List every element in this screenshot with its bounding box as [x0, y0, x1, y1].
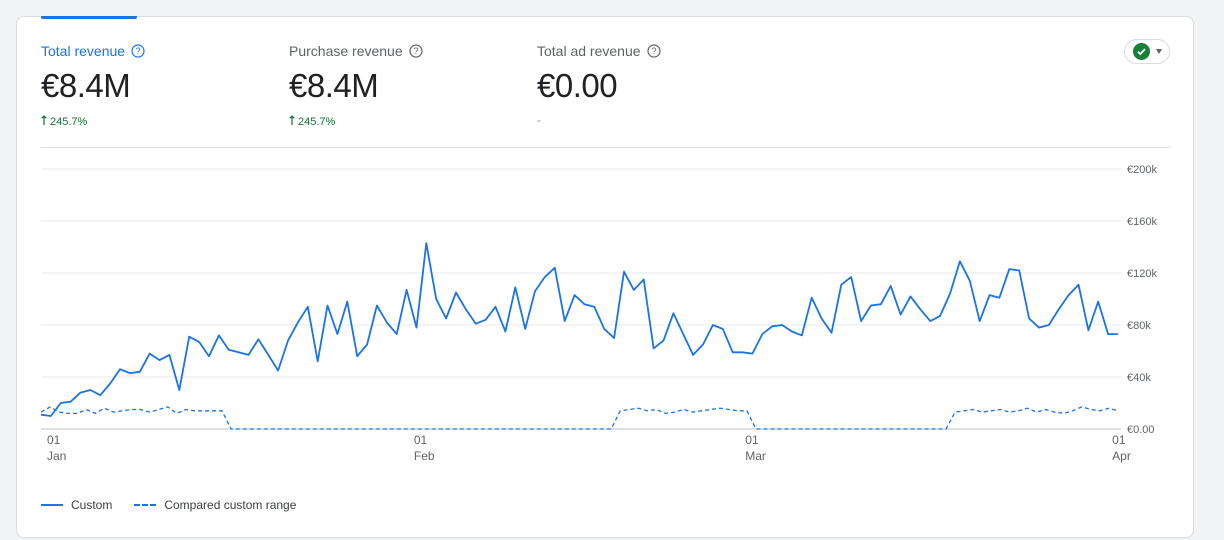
divider [41, 147, 1171, 148]
active-metric-indicator [41, 16, 137, 19]
metric-total-ad-revenue[interactable]: Total ad revenue ? €0.00 - [537, 43, 661, 127]
x-tick-day: 01 [745, 433, 759, 447]
y-tick-label: €120k [1127, 268, 1157, 280]
metric-total-revenue[interactable]: Total revenue ? €8.4M 245.7% [41, 43, 145, 128]
metric-label: Total revenue [41, 43, 126, 59]
svg-text:?: ? [136, 46, 141, 56]
series-line-compared [40, 406, 1119, 430]
legend-swatch-solid [41, 504, 63, 506]
help-icon[interactable]: ? [409, 44, 423, 58]
svg-text:?: ? [413, 46, 418, 56]
x-tick-day: 01 [1112, 433, 1126, 447]
metric-value: €8.4M [289, 67, 379, 104]
y-tick-label: €80k [1127, 320, 1151, 332]
legend-label: Compared custom range [164, 498, 297, 512]
metric-value: €0.00 [537, 67, 618, 104]
series-line-custom [40, 242, 1118, 417]
metric-change: 245.7% [50, 115, 88, 128]
metric-change: 245.7% [298, 115, 336, 128]
x-tick-month: Jan [47, 449, 66, 463]
x-tick-day: 01 [414, 433, 428, 447]
arrow-up-icon [289, 115, 295, 128]
check-circle-icon [1132, 43, 1150, 60]
help-icon[interactable]: ? [646, 44, 661, 58]
legend-swatch-dashed [134, 504, 157, 506]
y-tick-label: €200k [1127, 164, 1157, 176]
caret-down-icon [1155, 49, 1162, 54]
arrow-up-icon [41, 115, 47, 128]
metric-label: Total ad revenue [537, 43, 641, 59]
y-tick-label: €40k [1127, 372, 1151, 384]
metric-purchase-revenue[interactable]: Purchase revenue ? €8.4M 245.7% [289, 43, 423, 128]
x-tick-month: Apr [1112, 449, 1131, 463]
x-tick-month: Feb [414, 449, 435, 463]
legend-label: Custom [71, 498, 113, 512]
y-tick-label: €160k [1127, 216, 1157, 228]
revenue-card: Total revenue ? €8.4M 245.7% Purchase re… [16, 16, 1194, 538]
status-dropdown-button[interactable] [1124, 39, 1170, 64]
legend-item-custom[interactable]: Custom [41, 498, 112, 512]
metric-change: - [537, 115, 541, 127]
svg-text:?: ? [651, 46, 656, 56]
help-icon[interactable]: ? [131, 44, 145, 58]
metric-label: Purchase revenue [289, 43, 403, 59]
metric-value: €8.4M [41, 67, 131, 104]
legend-item-compared[interactable]: Compared custom range [134, 498, 296, 512]
chart-legend: Custom Compared custom range [41, 498, 296, 512]
x-tick-month: Mar [745, 449, 766, 463]
y-tick-label: €0.00 [1127, 424, 1155, 436]
x-tick-day: 01 [47, 433, 61, 447]
